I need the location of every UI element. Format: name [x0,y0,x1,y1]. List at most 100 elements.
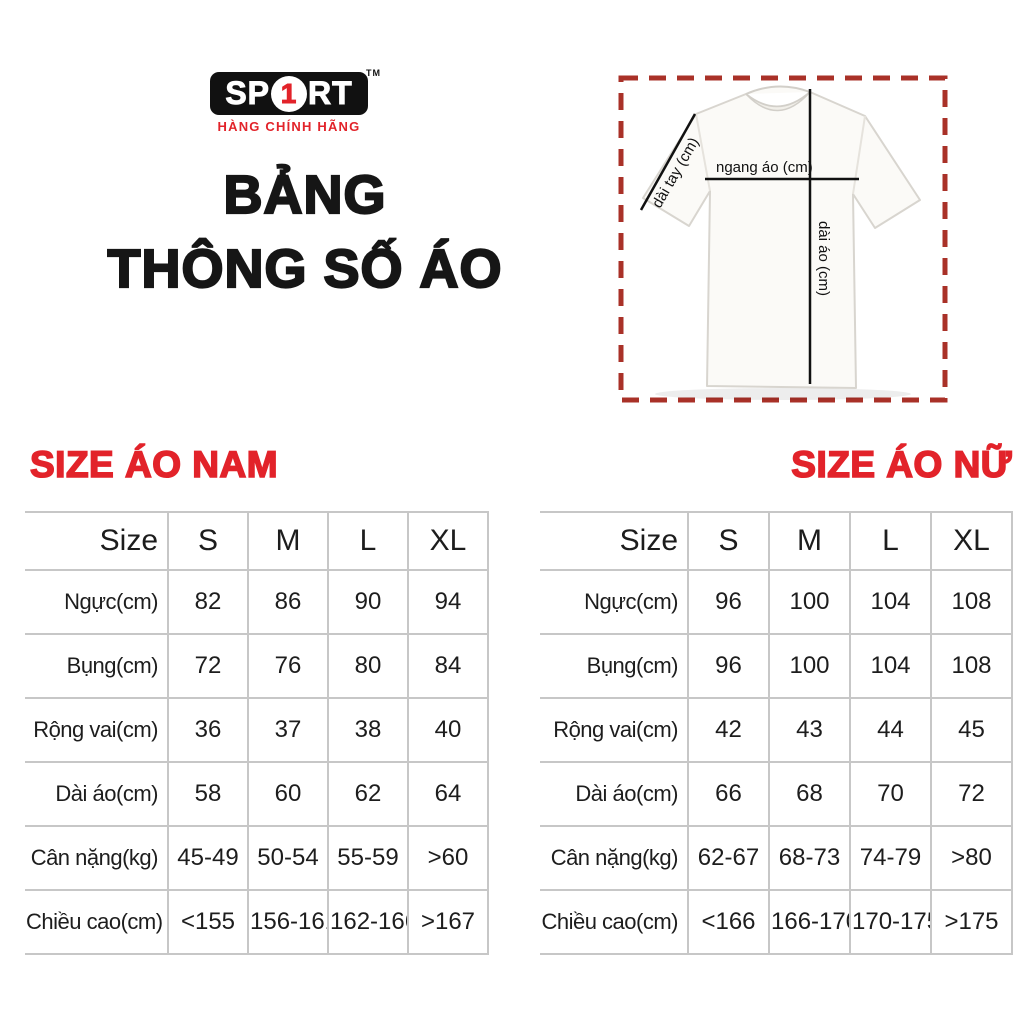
row-label-cell: Dài áo(cm) [25,761,169,827]
value-cell: 68 [768,761,851,827]
row-label-cell: Chiều cao(cm) [25,889,169,955]
page-title-line2: THÔNG SỐ ÁO [106,238,503,300]
row-label-cell: Rộng vai(cm) [540,697,689,763]
value-cell: 96 [687,569,770,635]
value-cell: >175 [930,889,1013,955]
value-cell: 90 [327,569,409,635]
column-header-cell: L [849,511,932,571]
value-cell: 38 [327,697,409,763]
shirt-shadow [655,388,911,400]
page-title: BẢNG THÔNG SỐ ÁO [0,158,610,306]
value-cell: 43 [768,697,851,763]
column-header-cell: L [327,511,409,571]
table-row: Bụng(cm) 72 76 80 84 [25,633,489,699]
value-cell: 62-67 [687,825,770,891]
row-label-cell: Chiều cao(cm) [540,889,689,955]
value-cell: <155 [167,889,249,955]
value-cell: 66 [687,761,770,827]
value-cell: 58 [167,761,249,827]
row-label-cell: Cân nặng(kg) [540,825,689,891]
row-label-cell: Bụng(cm) [540,633,689,699]
row-label-cell: Ngực(cm) [25,569,169,635]
size-header-cell: Size [25,511,169,571]
value-cell: 40 [407,697,489,763]
value-cell: 72 [167,633,249,699]
sleeve-length-line [639,113,697,211]
column-header-cell: XL [407,511,489,571]
value-cell: 50-54 [247,825,329,891]
value-cell: 55-59 [327,825,409,891]
value-cell: 156-161 [247,889,329,955]
row-label-cell: Dài áo(cm) [540,761,689,827]
value-cell: 74-79 [849,825,932,891]
value-cell: 62 [327,761,409,827]
value-cell: 68-73 [768,825,851,891]
value-cell: 166-170 [768,889,851,955]
table-row: Cân nặng(kg) 45-49 50-54 55-59 >60 [25,825,489,891]
logo-number-one: 1 [271,75,308,112]
value-cell: 64 [407,761,489,827]
table-row: Bụng(cm) 96 100 104 108 [540,633,1013,699]
value-cell: 80 [327,633,409,699]
row-label-cell: Rộng vai(cm) [25,697,169,763]
table-row: Rộng vai(cm) 42 43 44 45 [540,697,1013,763]
tshirt-shape [642,91,921,389]
value-cell: 45 [930,697,1013,763]
value-cell: 36 [167,697,249,763]
logo-text-right: RT [308,75,353,112]
table-row: Rộng vai(cm) 36 37 38 40 [25,697,489,763]
men-size-heading: SIZE ÁO NAM [29,443,279,486]
brand-tagline: HÀNG CHÍNH HÃNG [217,119,361,134]
dashed-frame [618,75,948,403]
row-label-cell: Bụng(cm) [25,633,169,699]
table-row: Dài áo(cm) 58 60 62 64 [25,761,489,827]
value-cell: 82 [167,569,249,635]
value-cell: 70 [849,761,932,827]
value-cell: 42 [687,697,770,763]
row-label-cell: Cân nặng(kg) [25,825,169,891]
value-cell: 44 [849,697,932,763]
value-cell: 60 [247,761,329,827]
row-label-cell: Ngực(cm) [540,569,689,635]
brand-logo: SP 1 RT TM HÀNG CHÍNH HÃNG [210,68,380,134]
value-cell: 72 [930,761,1013,827]
logo-text-left: SP [225,75,271,112]
value-cell: 104 [849,633,932,699]
value-cell: >60 [407,825,489,891]
table-header-row: Size S M L XL [540,511,1013,571]
collar-outer [745,85,811,95]
table-row: Ngực(cm) 82 86 90 94 [25,569,489,635]
column-header-cell: M [768,511,851,571]
value-cell: 96 [687,633,770,699]
column-header-cell: M [247,511,329,571]
value-cell: 100 [768,569,851,635]
value-cell: <166 [687,889,770,955]
table-row: Dài áo(cm) 66 68 70 72 [540,761,1013,827]
shirt-length-label: dài áo (cm) [815,221,832,296]
value-cell: 100 [768,633,851,699]
value-cell: 104 [849,569,932,635]
men-size-table: Size S M L XL Ngực(cm) 82 86 90 94 Bụng(cm) 72 76 80 8… [25,511,489,955]
page-title-line1: BẢNG [222,164,387,226]
shirt-width-label: ngang áo (cm) [716,159,813,176]
value-cell: 76 [247,633,329,699]
sport1-logo: SP 1 RT TM [210,68,380,115]
table-header-row: Size S M L XL [25,511,489,571]
value-cell: 86 [247,569,329,635]
value-cell: 84 [407,633,489,699]
size-header-cell: Size [540,511,689,571]
value-cell: 108 [930,569,1013,635]
value-cell: 108 [930,633,1013,699]
trademark-symbol: TM [366,68,381,78]
right-armhole-seam [852,115,866,195]
column-header-cell: S [167,511,249,571]
value-cell: >80 [930,825,1013,891]
column-header-cell: XL [930,511,1013,571]
women-size-heading: SIZE ÁO NỮ [790,443,1012,486]
value-cell: 45-49 [167,825,249,891]
value-cell: >167 [407,889,489,955]
value-cell: 37 [247,697,329,763]
table-row: Ngực(cm) 96 100 104 108 [540,569,1013,635]
